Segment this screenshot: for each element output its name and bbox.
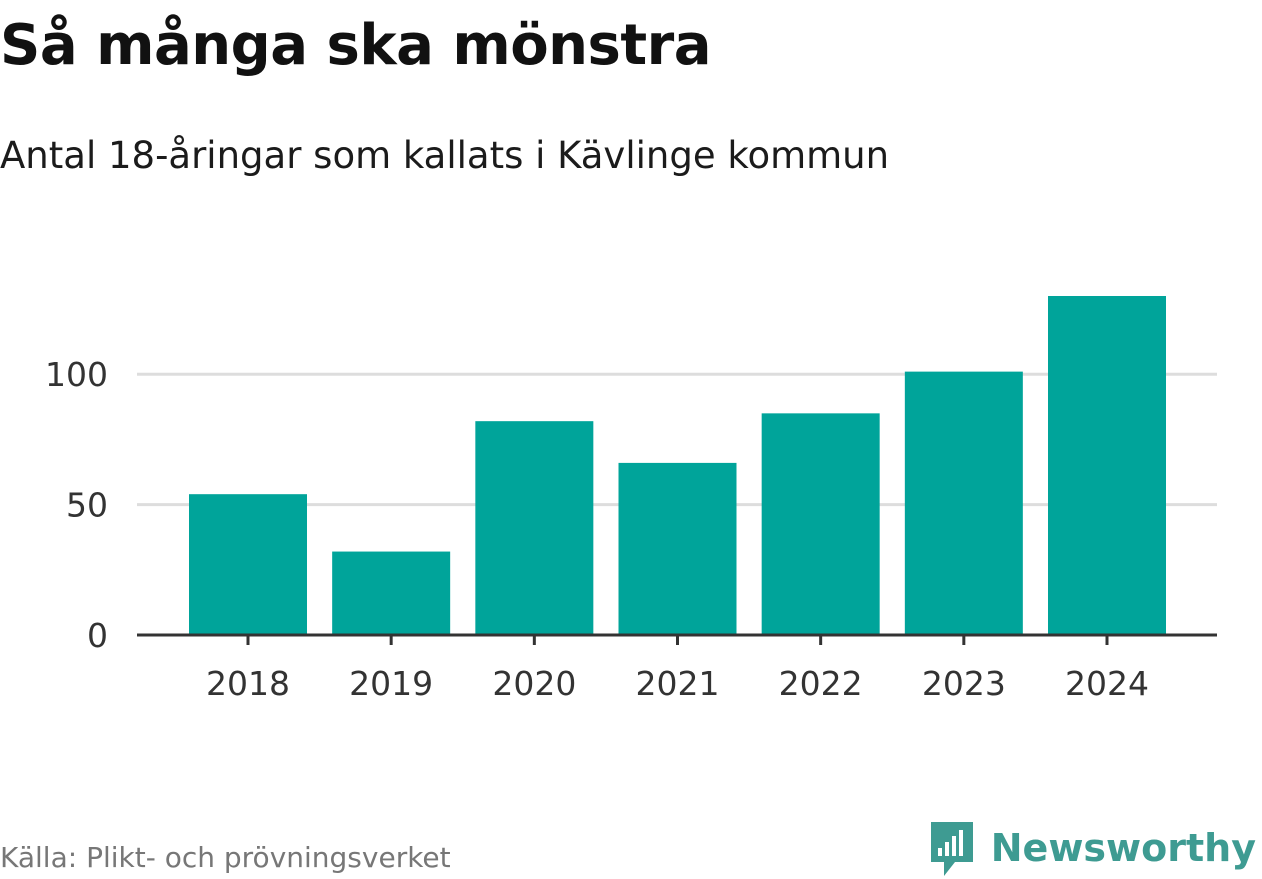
x-tick-label: 2023 bbox=[922, 664, 1006, 703]
x-tick-label: 2019 bbox=[349, 664, 433, 703]
bar-chart-speech-icon bbox=[930, 822, 973, 876]
x-tick-label: 2024 bbox=[1065, 664, 1149, 703]
brand-logo: Newsworthy bbox=[927, 818, 1256, 878]
x-axis bbox=[137, 633, 1217, 645]
x-tick-label: 2021 bbox=[636, 664, 720, 703]
tick-labels: 0 50 100 2018 2019 2020 2021 2022 2023 2024 bbox=[45, 355, 1149, 703]
source-note: Källa: Plikt- och prövningsverket bbox=[0, 841, 451, 874]
x-tick-label: 2022 bbox=[779, 664, 863, 703]
chart-title: Så många ska mönstra bbox=[0, 13, 712, 78]
x-tick-label: 2018 bbox=[206, 664, 290, 703]
y-tick-label: 50 bbox=[66, 486, 108, 525]
bars bbox=[189, 296, 1166, 635]
y-tick-label: 100 bbox=[45, 355, 108, 394]
x-tick-label: 2020 bbox=[492, 664, 576, 703]
bar-2018 bbox=[189, 494, 307, 635]
y-tick-label: 0 bbox=[87, 616, 108, 655]
bar-2019 bbox=[332, 551, 451, 635]
bar-2022 bbox=[761, 413, 880, 635]
bar-2023 bbox=[904, 371, 1023, 635]
bar-2024 bbox=[1048, 296, 1166, 635]
brand-name: Newsworthy bbox=[990, 826, 1256, 870]
bar-2021 bbox=[618, 462, 737, 635]
bar-2020 bbox=[475, 421, 594, 635]
chart-subtitle: Antal 18-åringar som kallats i Kävlinge … bbox=[0, 134, 890, 177]
